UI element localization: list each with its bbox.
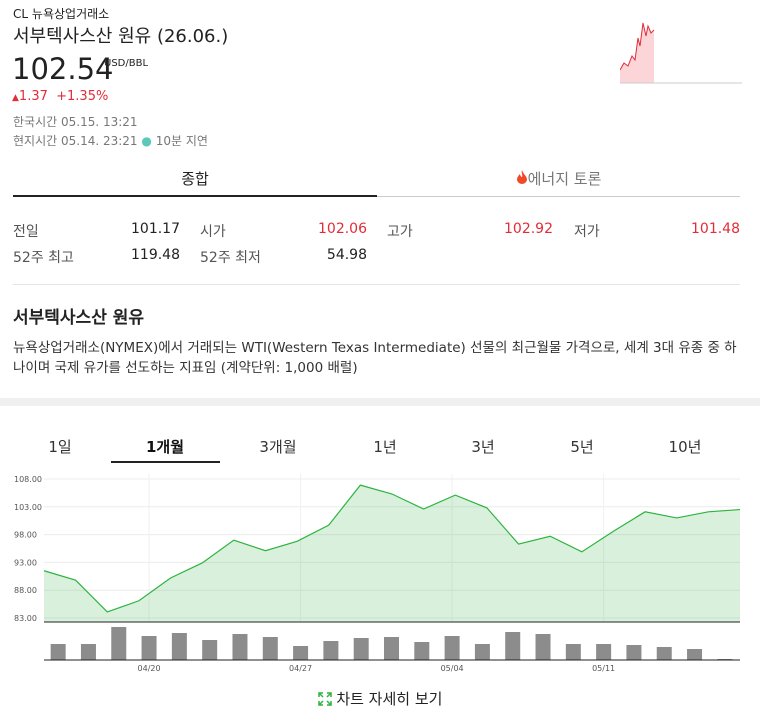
code: CL [13, 7, 29, 21]
volume-bar [687, 649, 703, 660]
line [43, 484, 741, 613]
stat-label: 시가 [200, 224, 226, 240]
stat-value: 101.17 [131, 221, 180, 237]
divider [13, 284, 740, 285]
desc-title: 서부텍사스산 원유 [13, 308, 145, 328]
volume-bar [444, 636, 460, 660]
volume-bar [565, 644, 581, 660]
volume-bar [262, 637, 278, 660]
local-time: 05.14. 23:21 [61, 134, 138, 148]
volume-bar [171, 633, 187, 660]
stat-label: 52주 최저 [200, 250, 261, 266]
volume-bar [50, 644, 66, 660]
x-tick-label: 05/04 [441, 664, 464, 673]
detail-link[interactable]: 차트 자세히 보기 [0, 688, 760, 709]
y-tick-label: 98.00 [14, 531, 37, 540]
y-tick-label: 108.00 [14, 475, 42, 484]
volume-bar [353, 638, 369, 660]
tab-label: 에너지 토론 [527, 170, 602, 188]
volume-bar [232, 634, 248, 660]
stat-value: 102.06 [318, 221, 367, 237]
volume-bar [323, 641, 339, 660]
detail-label: 차트 자세히 보기 [336, 690, 443, 708]
stat-value: 101.48 [691, 221, 740, 237]
exchange: 뉴욕상업거래소 [31, 7, 110, 21]
y-tick-label: 88.00 [14, 586, 37, 595]
desc-text: 뉴욕상업거래소(NYMEX)에서 거래되는 WTI(Western Texas … [13, 340, 737, 376]
volume-bar [505, 632, 521, 660]
volume-bar [656, 647, 672, 660]
period-tab[interactable]: 1개월 [145, 438, 185, 456]
period-tab[interactable]: 10년 [668, 438, 702, 456]
stat-value: 119.48 [131, 247, 180, 263]
stat-label: 저가 [574, 224, 600, 240]
kst: 한국시간 05.15. 13:21 [13, 113, 138, 130]
stat-label: 52주 최고 [13, 250, 74, 266]
period-tab[interactable]: 5년 [570, 438, 594, 456]
volume-bar [141, 636, 157, 660]
y-tick-label: 93.00 [14, 558, 37, 567]
kst-time: 05.15. 13:21 [61, 115, 138, 129]
period-tab[interactable]: 3개월 [259, 438, 297, 456]
tab-border [377, 196, 740, 197]
volume-bar [293, 646, 309, 660]
change: 1.37 [18, 89, 48, 104]
flame-icon [516, 170, 527, 184]
area [44, 485, 740, 622]
stat-value: 102.92 [504, 221, 553, 237]
period-tab[interactable]: 3년 [471, 438, 495, 456]
tab-underline [13, 195, 377, 197]
expand-icon [317, 692, 332, 706]
x-tick-label: 04/27 [289, 664, 312, 673]
tab[interactable]: 종합 [181, 170, 209, 188]
volume-bar [474, 644, 490, 660]
price: 102.54 [12, 52, 114, 86]
change-percent: +1.35% [56, 89, 109, 104]
stat-label: 고가 [387, 224, 413, 240]
volume-bar [80, 644, 96, 660]
period-underline [111, 461, 220, 463]
separator [0, 398, 760, 406]
change-line: ▲1.37 +1.35% [12, 89, 109, 104]
stat-label: 전일 [13, 224, 39, 240]
kst-label: 한국시간 [13, 115, 58, 129]
title: 서부텍사스산 원유 (26.06.) [13, 22, 228, 48]
delay: 10분 지연 [155, 134, 208, 148]
contract: (26.06.) [156, 26, 229, 47]
stat-value: 54.98 [326, 247, 367, 263]
volume-bar [414, 642, 430, 660]
period-tab[interactable]: 1일 [48, 438, 72, 456]
x-tick-label: 04/20 [138, 664, 161, 673]
x-tick-label: 05/11 [592, 664, 615, 673]
y-tick-label: 83.00 [14, 614, 37, 623]
y-tick-label: 103.00 [14, 503, 42, 512]
name: 서부텍사스산 원유 [13, 26, 152, 47]
chart: 83.00 88.00 93.00 98.00 103.00 108.00 04/20 04/… [14, 474, 741, 673]
exchange-line: CL 뉴욕상업거래소 [13, 5, 109, 22]
tab[interactable]: 에너지 토론 [377, 168, 740, 189]
period-tab[interactable]: 1년 [373, 438, 397, 456]
volume-bar [626, 645, 642, 660]
volume-bar [202, 640, 218, 660]
sparkline [620, 22, 742, 84]
volume-bar [535, 634, 551, 660]
local: 현지시간 05.14. 23:21 ● 10분 지연 [13, 134, 208, 148]
volume-bar [596, 644, 612, 660]
unit: USD/BBL [104, 58, 149, 69]
volume-bar [384, 637, 399, 660]
volume-bar [111, 627, 127, 660]
local-label: 현지시간 [13, 134, 58, 148]
